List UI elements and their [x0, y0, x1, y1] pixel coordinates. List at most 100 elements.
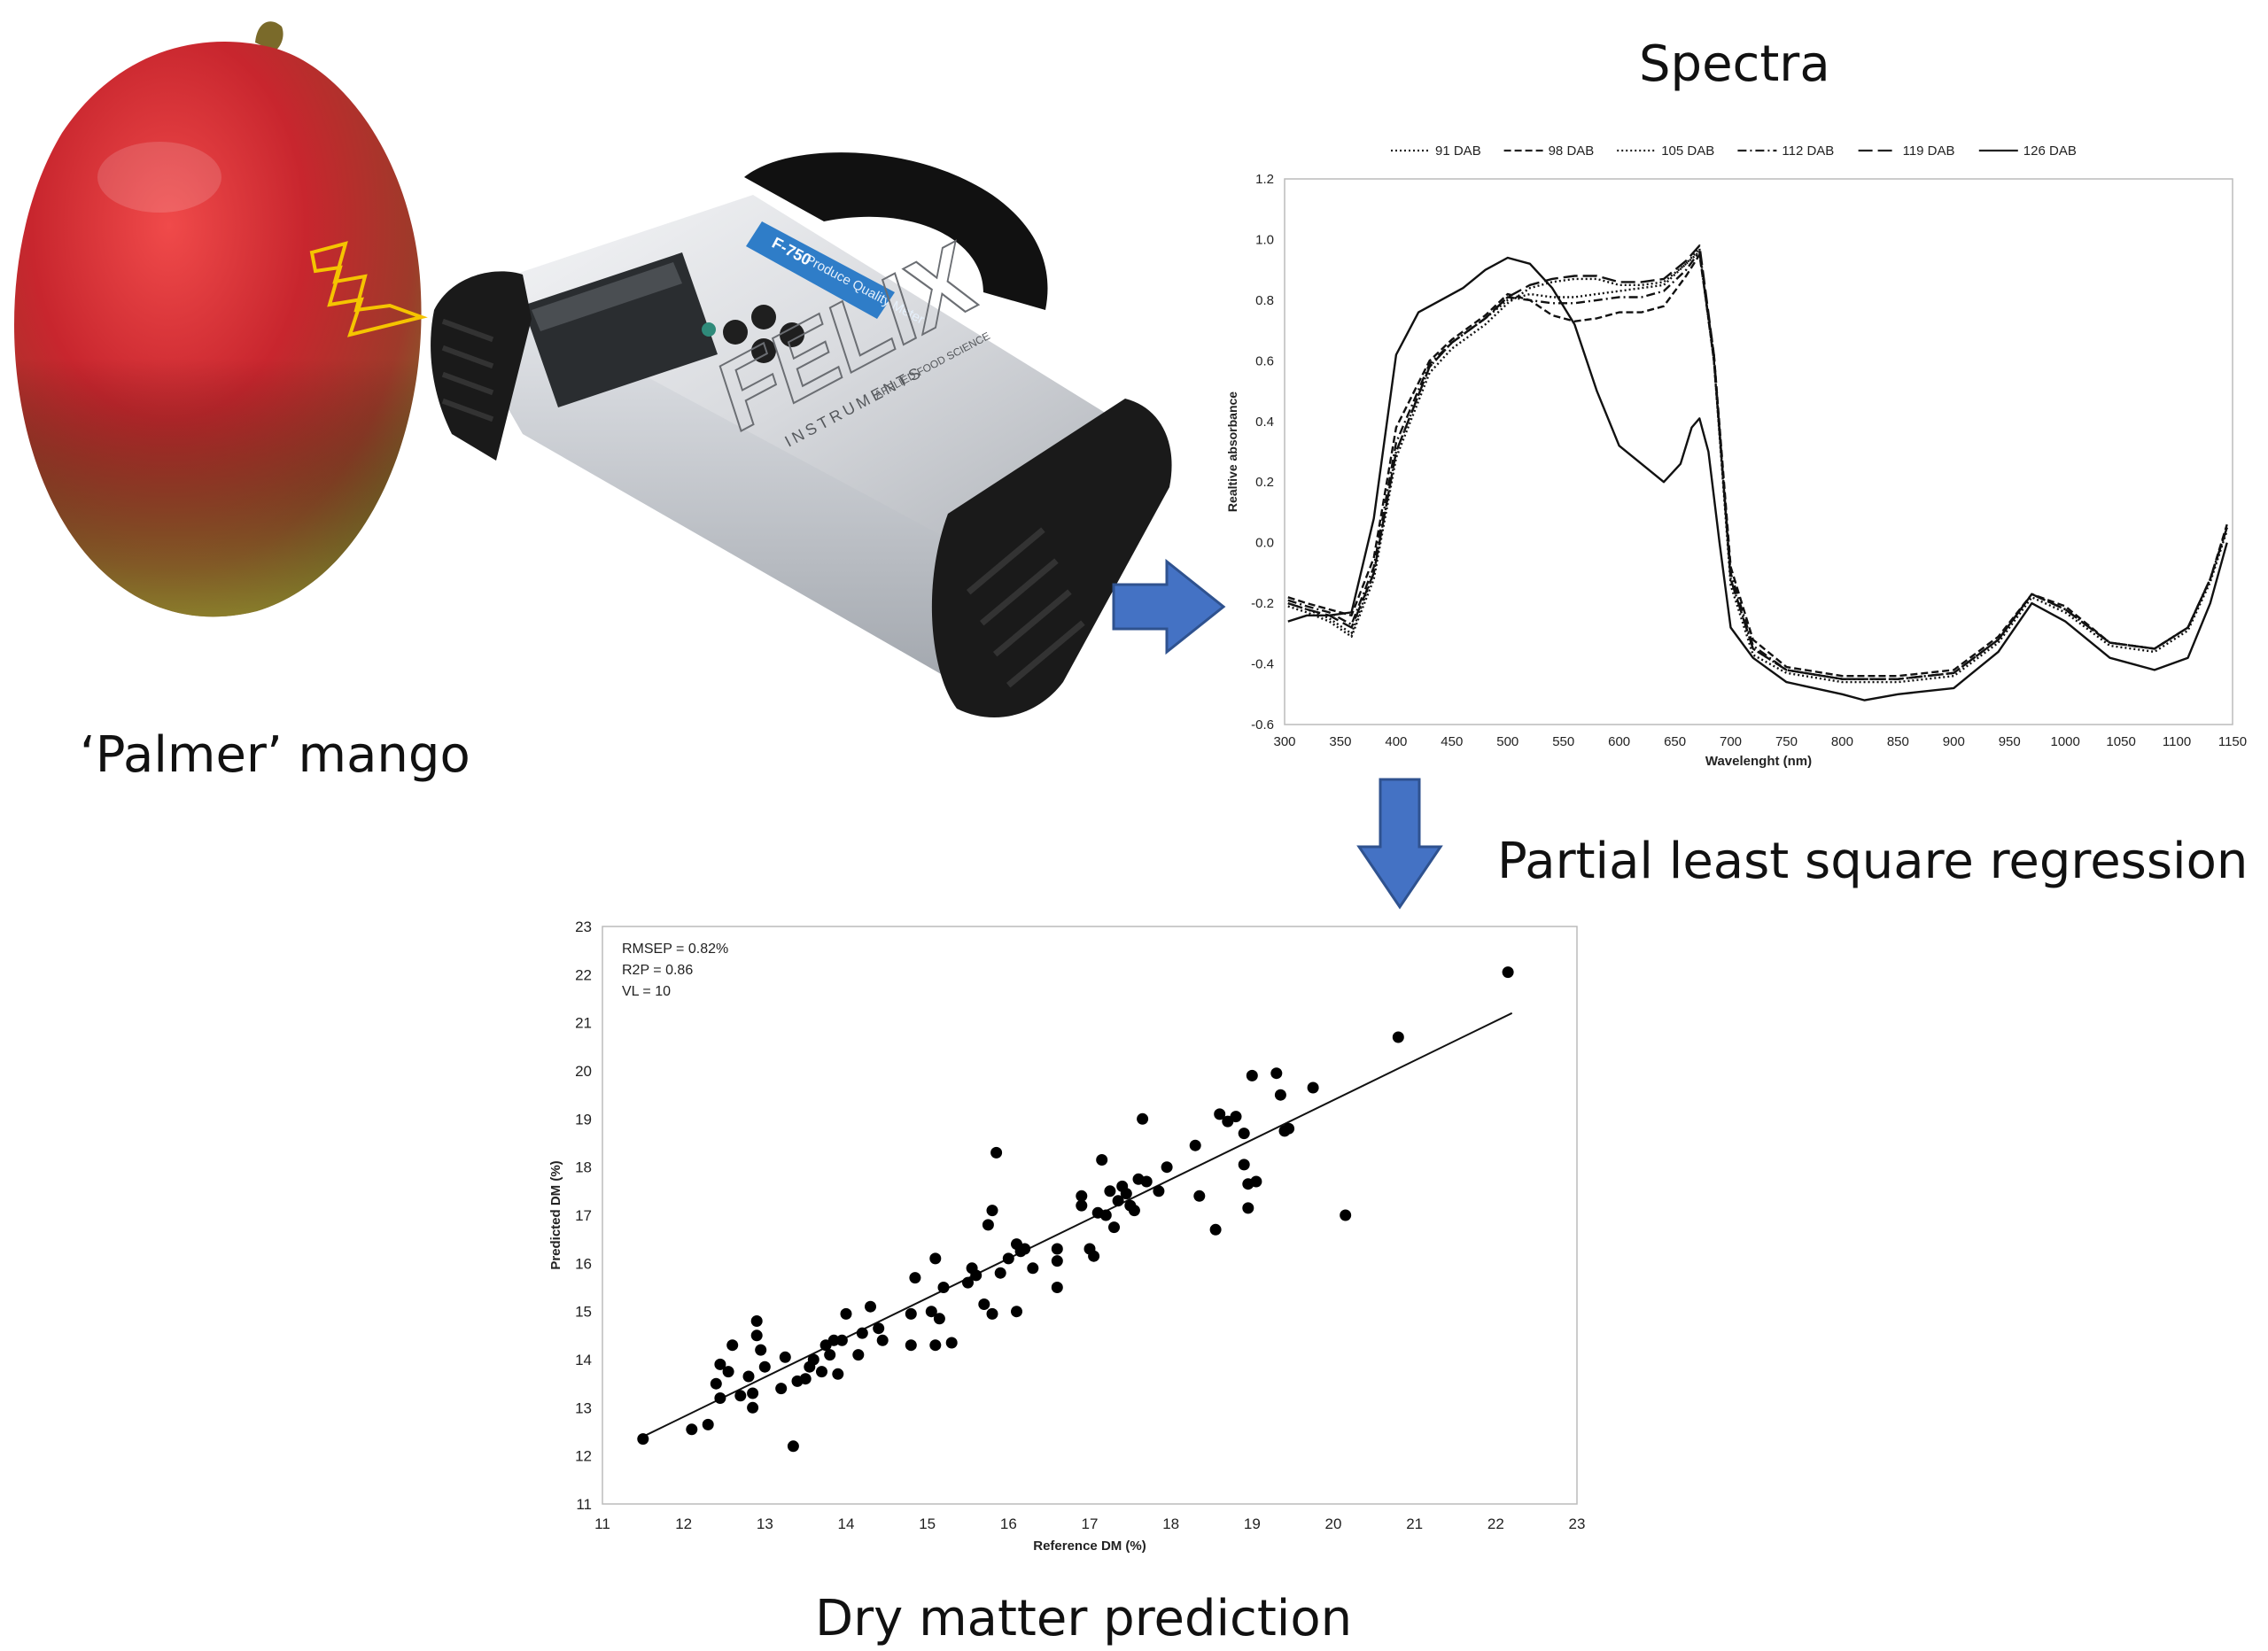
scatter-point: [1307, 1081, 1319, 1094]
scatter-point: [1246, 1069, 1258, 1081]
scatter-point: [722, 1366, 734, 1378]
scatter-point: [1011, 1306, 1022, 1318]
scatter-xtick-label: 12: [675, 1515, 692, 1532]
scatter-xtick-label: 20: [1325, 1515, 1342, 1532]
spectra-xtick-label: 750: [1775, 734, 1798, 749]
spectra-xlabel: Wavelenght (nm): [1705, 754, 1812, 769]
spectra-series-line: [1287, 250, 2228, 680]
scatter-xtick-label: 18: [1162, 1515, 1179, 1532]
spectra-ylabel: Realtive absorbance: [1225, 391, 1239, 512]
scatter-ytick-label: 22: [575, 966, 592, 983]
spectra-xtick-label: 600: [1608, 734, 1630, 749]
scatter-point: [933, 1313, 945, 1325]
mango-illustration: [14, 21, 428, 617]
scatter-point: [1274, 1089, 1286, 1101]
scatter-point: [1392, 1031, 1404, 1043]
scatter-point: [1104, 1185, 1116, 1198]
scatter-ytick-label: 11: [576, 1496, 592, 1513]
scatter-point: [986, 1205, 998, 1217]
scatter-point: [714, 1392, 726, 1404]
scatter-ytick-label: 20: [575, 1063, 592, 1080]
scatter-point: [962, 1276, 974, 1289]
lightning-bolt-icon: [309, 241, 428, 337]
scatter-point: [1153, 1185, 1165, 1198]
scatter-point: [1242, 1202, 1254, 1214]
scatter-point: [945, 1337, 958, 1349]
scatter-point: [982, 1219, 994, 1231]
scatter-ytick-label: 15: [575, 1304, 592, 1321]
scatter-xtick-label: 14: [838, 1515, 855, 1532]
scatter-point: [1112, 1195, 1124, 1207]
scatter-point: [1002, 1252, 1014, 1265]
scatter-ytick-label: 14: [575, 1352, 592, 1368]
spectra-series-line: [1287, 256, 2228, 701]
scatter-xtick-label: 22: [1487, 1515, 1504, 1532]
scatter-point: [1238, 1128, 1250, 1140]
scatter-point: [835, 1334, 848, 1346]
scatter-point: [1189, 1139, 1201, 1151]
scatter-point: [905, 1307, 917, 1320]
spectra-ytick-label: -0.4: [1251, 657, 1274, 672]
scatter-point: [827, 1334, 840, 1346]
scatter-point: [755, 1344, 767, 1356]
scatter-point: [1140, 1175, 1153, 1188]
scatter-point: [856, 1327, 868, 1339]
scatter-point: [787, 1440, 799, 1453]
spectra-series-line: [1287, 250, 2228, 680]
scatter-xtick-label: 21: [1406, 1515, 1423, 1532]
device-strap: [744, 152, 1048, 310]
scatter-ytick-label: 16: [575, 1255, 592, 1272]
scatter-point: [686, 1423, 698, 1436]
scatter-point: [1076, 1190, 1088, 1202]
scatter-point: [758, 1360, 771, 1373]
scatter-xtick-label: 16: [1000, 1515, 1017, 1532]
scatter-point: [1051, 1255, 1063, 1267]
spectra-series-line: [1287, 247, 2228, 684]
scatter-fit-line: [642, 1012, 1513, 1438]
spectra-xtick-label: 650: [1664, 734, 1686, 749]
scatter-point: [1340, 1209, 1352, 1221]
scatter-point: [1120, 1188, 1132, 1200]
scatter-point: [1076, 1199, 1088, 1212]
device-bumper-right: [931, 399, 1172, 717]
scatter-point: [1088, 1250, 1100, 1262]
scatter-point: [925, 1306, 937, 1318]
spectra-xtick-label: 950: [1999, 734, 2021, 749]
scatter-point: [929, 1252, 942, 1265]
scatter-point: [1099, 1209, 1112, 1221]
spectrometer-device: F-750 Produce Quality Meter FELIX INSTRU…: [431, 152, 1172, 717]
scatter-point: [1270, 1067, 1283, 1080]
scatter-point: [637, 1433, 649, 1446]
scatter-point: [1238, 1159, 1250, 1171]
scatter-point: [747, 1387, 759, 1399]
scatter-point: [876, 1334, 889, 1346]
scatter-ytick-label: 23: [575, 919, 592, 935]
scatter-point: [1137, 1112, 1149, 1125]
scatter-point: [750, 1329, 763, 1342]
mango-label: ‘Palmer’ mango: [80, 726, 470, 784]
scatter-point: [1193, 1190, 1206, 1202]
spectra-xtick-label: 300: [1273, 734, 1295, 749]
scatter-ytick-label: 21: [575, 1015, 592, 1032]
scatter-point: [710, 1377, 722, 1390]
scatter-xtick-label: 23: [1569, 1515, 1586, 1532]
plsr-label: Partial least square regression: [1497, 833, 2249, 890]
scatter-xlabel: Reference DM (%): [1033, 1539, 1146, 1554]
arrow-right-icon: [1112, 558, 1226, 655]
spectra-xtick-label: 800: [1831, 734, 1853, 749]
scatter-point: [1096, 1154, 1108, 1166]
spectra-legend-label: 112 DAB: [1782, 143, 1834, 159]
scatter-ytick-label: 19: [575, 1111, 592, 1128]
dm-prediction-label: Dry matter prediction: [815, 1590, 1353, 1647]
scatter-point: [1051, 1243, 1063, 1255]
scatter-point: [1283, 1122, 1295, 1135]
spectra-xtick-label: 1150: [2218, 734, 2247, 749]
spectra-ytick-label: 0.4: [1255, 415, 1274, 430]
spectra-xtick-label: 1000: [2050, 734, 2079, 749]
scatter-point: [852, 1349, 865, 1361]
spectra-ytick-label: -0.6: [1251, 717, 1274, 732]
spectra-xtick-label: 350: [1329, 734, 1351, 749]
spectra-xtick-label: 450: [1441, 734, 1463, 749]
scatter-ylabel: Predicted DM (%): [548, 1160, 563, 1269]
scatter-point: [929, 1339, 942, 1352]
